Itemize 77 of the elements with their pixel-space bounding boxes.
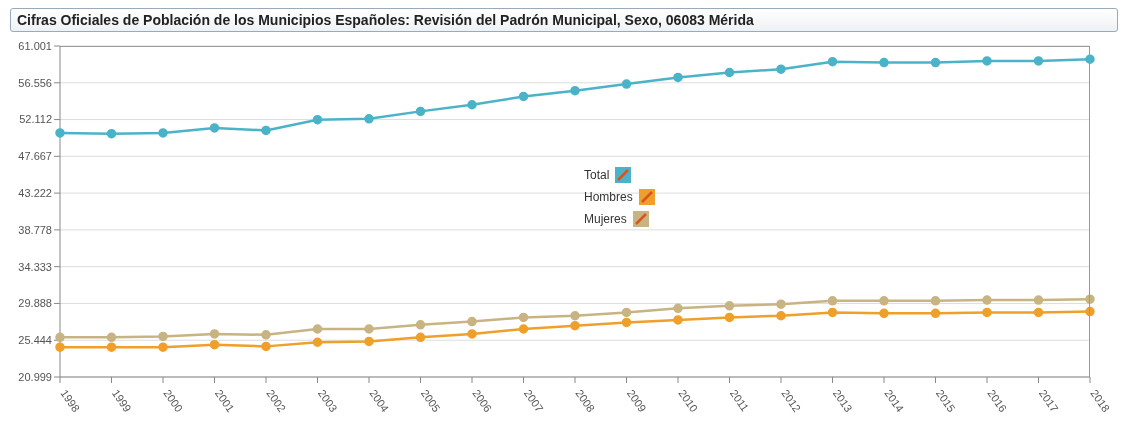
legend-label: Total [584,168,610,182]
point [106,128,117,139]
y-tick-label: 29.888 [18,297,52,310]
point [776,299,786,309]
point [261,341,271,352]
y-tick-label: 38.778 [18,223,52,236]
point [982,307,992,318]
point [261,125,271,136]
point [467,329,477,339]
point [364,324,374,334]
point [724,312,735,323]
point [982,295,992,305]
point [827,307,838,318]
point [570,320,580,331]
point [621,307,632,318]
point [930,296,941,306]
point [1033,307,1044,318]
point [1033,295,1044,305]
y-tick-label: 52.112 [19,113,52,126]
point [518,91,529,102]
y-tick-label: 47.667 [18,150,52,163]
point [106,342,117,352]
point [261,330,271,340]
point [158,342,168,352]
point [55,342,65,352]
point [776,64,786,74]
point [209,339,220,350]
point [364,336,374,347]
point [982,56,992,66]
chart-title: Cifras Oficiales de Población de los Municipios Españoles: Revisión del Padrón Municipal, Sexo, 06083 Mérida [10,8,1118,32]
point [724,67,735,78]
point [312,337,323,347]
point [621,317,632,328]
point [467,100,477,110]
y-tick-label: 43.222 [18,187,52,200]
point [209,123,220,133]
point [930,308,941,319]
point [158,331,168,342]
point [879,57,889,68]
point [158,128,168,138]
point [518,312,529,323]
point [724,301,735,311]
point [673,72,683,83]
point [827,296,838,306]
point [55,332,65,343]
point [879,308,889,319]
y-tick-label: 20.999 [18,370,52,383]
point [1085,306,1095,317]
point [415,106,426,117]
point [415,320,426,330]
point [1085,54,1095,64]
point [570,85,580,96]
point [673,315,683,325]
point [879,296,889,306]
y-tick-label: 56.556 [18,76,52,89]
point [518,324,529,334]
point [209,329,220,339]
point [415,332,426,343]
y-tick-label: 34.333 [18,260,52,273]
point [55,128,65,138]
point [570,311,580,321]
point [1033,56,1044,66]
point [621,79,632,89]
point [1085,294,1095,304]
y-tick-label: 25.444 [18,334,52,347]
point [827,56,838,67]
legend-label: Hombres [584,190,633,204]
point [776,311,786,321]
point [673,303,683,314]
point [312,324,323,334]
legend-label: Mujeres [584,212,627,226]
point [106,332,117,343]
point [467,316,477,327]
point [364,114,374,124]
y-tick-label: 61.001 [18,39,52,52]
point [312,114,323,125]
point [930,57,941,68]
